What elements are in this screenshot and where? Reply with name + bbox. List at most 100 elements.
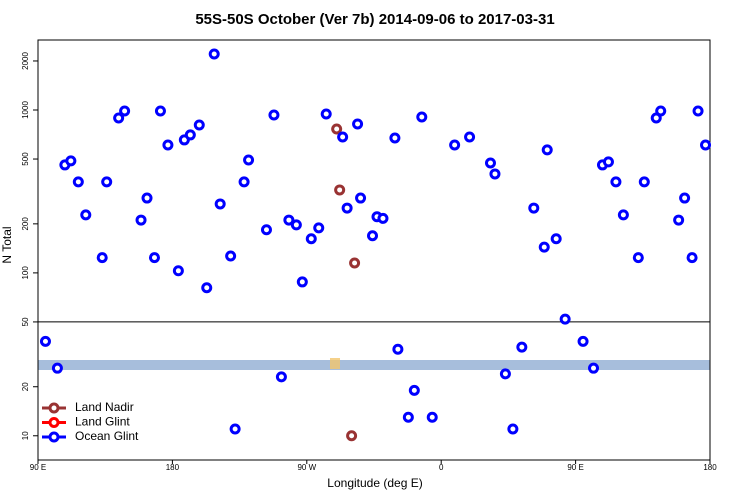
point xyxy=(484,157,496,169)
point xyxy=(51,362,63,374)
point xyxy=(679,192,691,204)
x-tick-label: 90 E xyxy=(567,463,583,472)
chart-title: 55S-50S October (Ver 7b) 2014-09-06 to 2… xyxy=(195,11,554,28)
point xyxy=(700,139,712,151)
point xyxy=(355,192,367,204)
legend-label: Land Nadir xyxy=(75,400,134,414)
y-tick-label: 2000 xyxy=(21,52,30,70)
point xyxy=(516,341,528,353)
point xyxy=(214,198,226,210)
point xyxy=(275,371,287,383)
point xyxy=(692,105,704,117)
y-tick-label: 20 xyxy=(21,382,30,391)
point xyxy=(408,384,420,396)
legend-marker xyxy=(48,417,60,428)
point xyxy=(507,423,519,435)
point xyxy=(148,252,160,264)
map-strip xyxy=(38,360,710,370)
point xyxy=(392,343,404,355)
y-tick-label: 200 xyxy=(21,217,30,231)
point xyxy=(577,335,589,347)
point xyxy=(602,156,614,168)
point xyxy=(334,184,346,196)
point xyxy=(80,209,92,221)
point xyxy=(320,108,332,120)
point xyxy=(610,176,622,188)
point xyxy=(305,233,317,245)
point xyxy=(389,132,401,144)
x-axis-label: Longitude (deg E) xyxy=(327,476,422,490)
point xyxy=(538,241,550,253)
point xyxy=(337,131,349,143)
point xyxy=(193,119,205,131)
point xyxy=(349,257,361,269)
point xyxy=(550,233,562,245)
point xyxy=(416,111,428,123)
point xyxy=(72,176,84,188)
x-tick-label: 180 xyxy=(166,463,180,472)
point xyxy=(632,252,644,264)
point xyxy=(331,123,343,135)
point xyxy=(449,139,461,151)
legend-label: Land Glint xyxy=(75,415,130,429)
point xyxy=(119,105,131,117)
map-land xyxy=(330,358,340,369)
point xyxy=(39,335,51,347)
legend-label: Ocean Glint xyxy=(75,429,139,443)
x-tick-label: 90 W xyxy=(297,463,316,472)
point xyxy=(229,423,241,435)
point xyxy=(341,202,353,214)
point xyxy=(225,250,237,262)
point xyxy=(346,430,358,442)
point xyxy=(638,176,650,188)
y-tick-label: 500 xyxy=(21,152,30,166)
legend-marker xyxy=(48,431,60,443)
point xyxy=(141,192,153,204)
y-tick-label: 50 xyxy=(21,317,30,326)
point xyxy=(135,214,147,226)
point xyxy=(426,411,438,423)
point xyxy=(464,131,476,143)
point xyxy=(268,109,280,121)
point xyxy=(377,212,389,224)
point xyxy=(655,105,667,117)
point xyxy=(260,224,272,236)
point xyxy=(101,176,113,188)
point xyxy=(686,252,698,264)
point xyxy=(541,144,553,156)
point xyxy=(113,112,125,124)
x-tick-label: 180 xyxy=(703,463,717,472)
point xyxy=(313,222,325,234)
y-axis-label: N Total xyxy=(0,226,14,263)
point xyxy=(673,214,685,226)
point xyxy=(296,276,308,288)
point xyxy=(290,219,302,231)
x-tick-label: 90 E xyxy=(30,463,46,472)
point xyxy=(617,209,629,221)
point xyxy=(402,411,414,423)
y-tick-label: 100 xyxy=(21,266,30,280)
point xyxy=(65,155,77,167)
point xyxy=(184,129,196,141)
point xyxy=(367,230,379,242)
x-tick-label: 0 xyxy=(439,463,444,472)
point xyxy=(154,105,166,117)
point xyxy=(96,252,108,264)
point xyxy=(283,214,295,226)
legend-marker xyxy=(48,402,60,414)
point xyxy=(162,139,174,151)
plot-frame xyxy=(37,39,711,461)
point xyxy=(238,176,250,188)
point xyxy=(528,202,540,214)
point xyxy=(201,282,213,294)
y-tick-label: 10 xyxy=(21,431,30,440)
y-tick-label: 1000 xyxy=(21,101,30,119)
point xyxy=(499,368,511,380)
point xyxy=(243,154,255,166)
point xyxy=(588,362,600,374)
point xyxy=(489,168,501,180)
point xyxy=(172,265,184,277)
point xyxy=(559,313,571,325)
point xyxy=(352,118,364,130)
